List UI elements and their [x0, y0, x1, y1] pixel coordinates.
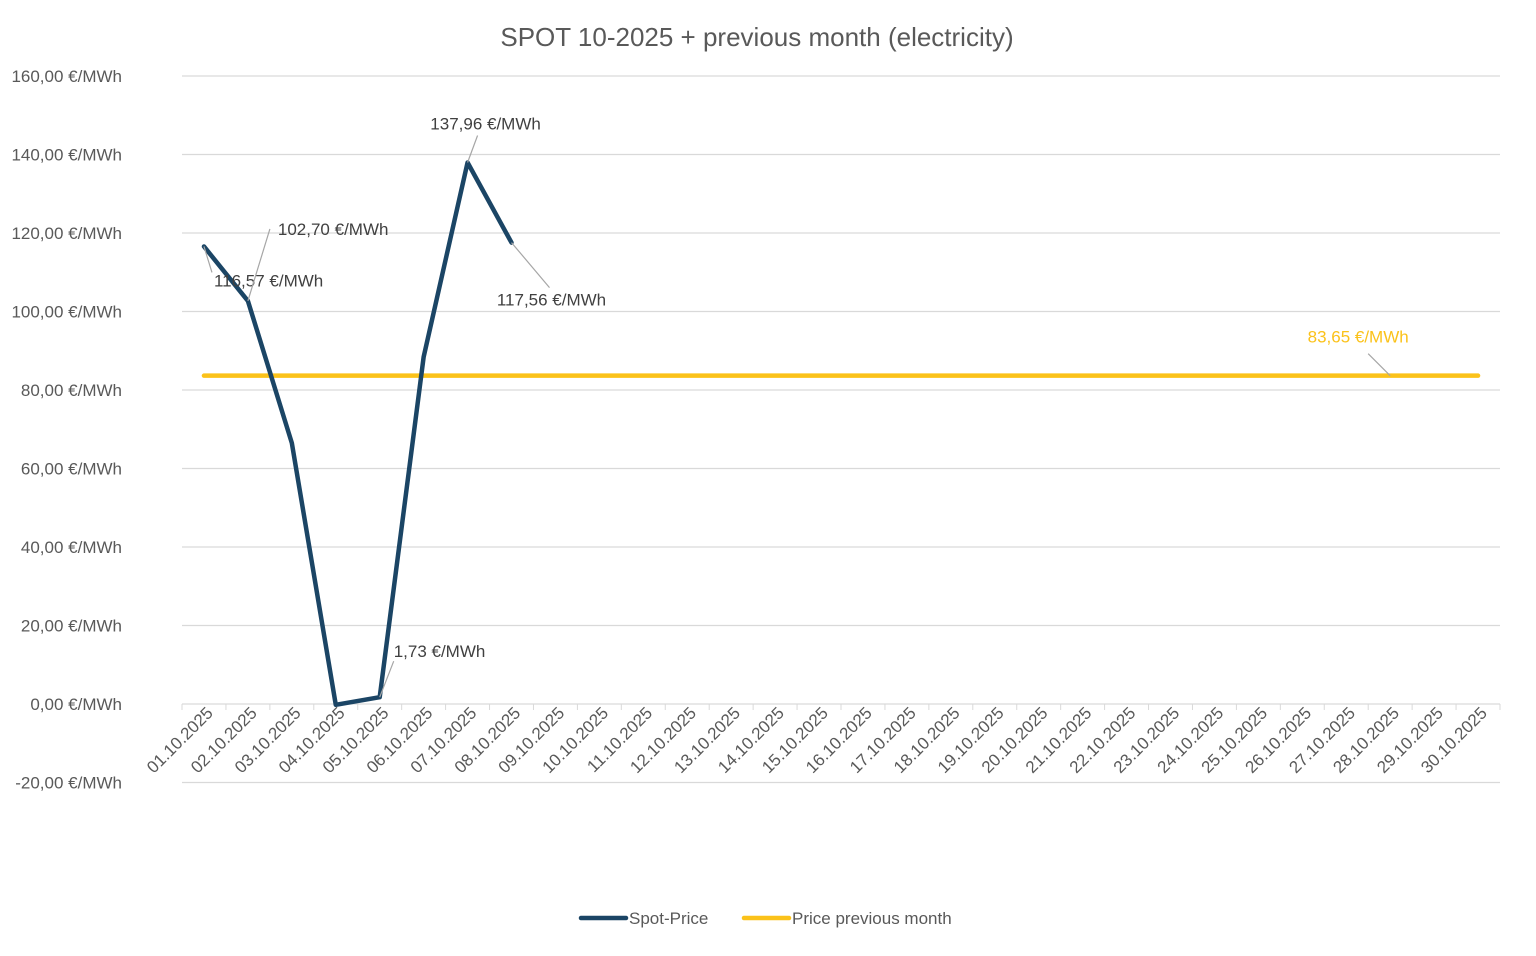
y-tick-label: 20,00 €/MWh — [21, 617, 122, 636]
y-tick-label: 40,00 €/MWh — [21, 538, 122, 557]
y-tick-label: 0,00 €/MWh — [30, 695, 122, 714]
y-tick-label: 120,00 €/MWh — [11, 224, 122, 243]
series-line-spot-price — [204, 163, 512, 705]
y-tick-label: 60,00 €/MWh — [21, 460, 122, 479]
chart-title: SPOT 10-2025 + previous month (electrici… — [500, 22, 1013, 52]
leader-line — [512, 243, 550, 288]
y-tick-label: 100,00 €/MWh — [11, 303, 122, 322]
leader-line — [1368, 354, 1390, 376]
data-label: 117,56 €/MWh — [497, 291, 606, 310]
data-label: 116,57 €/MWh — [214, 271, 323, 290]
y-tick-label: 80,00 €/MWh — [21, 381, 122, 400]
y-tick-label: 140,00 €/MWh — [11, 146, 122, 165]
legend-label: Price previous month — [792, 909, 952, 928]
data-label: 102,70 €/MWh — [278, 220, 389, 239]
legend-label: Spot-Price — [629, 909, 708, 928]
y-tick-label: 160,00 €/MWh — [11, 67, 122, 86]
data-label: 137,96 €/MWh — [430, 115, 541, 134]
data-label: 1,73 €/MWh — [394, 642, 486, 661]
data-label: 83,65 €/MWh — [1308, 328, 1409, 347]
y-tick-label: -20,00 €/MWh — [15, 774, 122, 793]
leader-line — [468, 136, 478, 163]
